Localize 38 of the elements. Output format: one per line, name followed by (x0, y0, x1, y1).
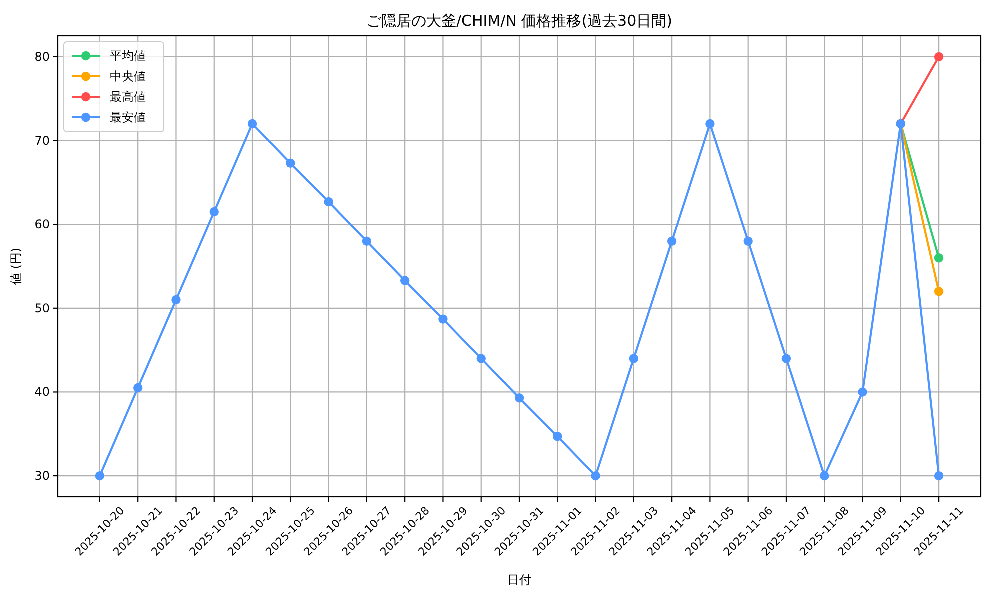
y-tick-label: 40 (34, 385, 50, 400)
x-axis-title: 日付 (508, 573, 532, 587)
point (172, 295, 181, 305)
point (438, 314, 448, 324)
point (362, 236, 372, 246)
point (629, 354, 639, 364)
point (782, 354, 792, 364)
point (591, 471, 600, 481)
point (514, 393, 524, 403)
y-tick-label: 80 (34, 50, 50, 64)
point (95, 471, 105, 481)
point (476, 354, 486, 364)
point (934, 287, 944, 296)
legend-label: 平均値 (110, 49, 146, 63)
point (248, 119, 258, 129)
point (934, 52, 944, 62)
chart-title: ご隠居の大釜/CHIM/N 価格推移(過去30日間) (366, 12, 673, 30)
point (553, 432, 562, 442)
point (324, 197, 334, 207)
point (934, 471, 944, 481)
point (706, 119, 715, 129)
y-axis-title: 値 (円) (9, 248, 23, 286)
y-tick-label: 30 (34, 469, 50, 484)
y-tick-label: 50 (34, 301, 50, 316)
point (400, 276, 410, 286)
point (667, 236, 677, 246)
legend-label: 最安値 (110, 110, 146, 124)
point (858, 388, 868, 397)
point (744, 236, 753, 246)
y-tick-label: 60 (34, 218, 50, 232)
y-tick-label: 70 (34, 134, 50, 148)
point (286, 158, 296, 168)
point (133, 383, 143, 393)
point (210, 207, 219, 217)
legend-label: 中央値 (110, 70, 146, 84)
point (934, 254, 944, 263)
point (820, 471, 830, 481)
legend-label: 最高値 (110, 90, 146, 104)
